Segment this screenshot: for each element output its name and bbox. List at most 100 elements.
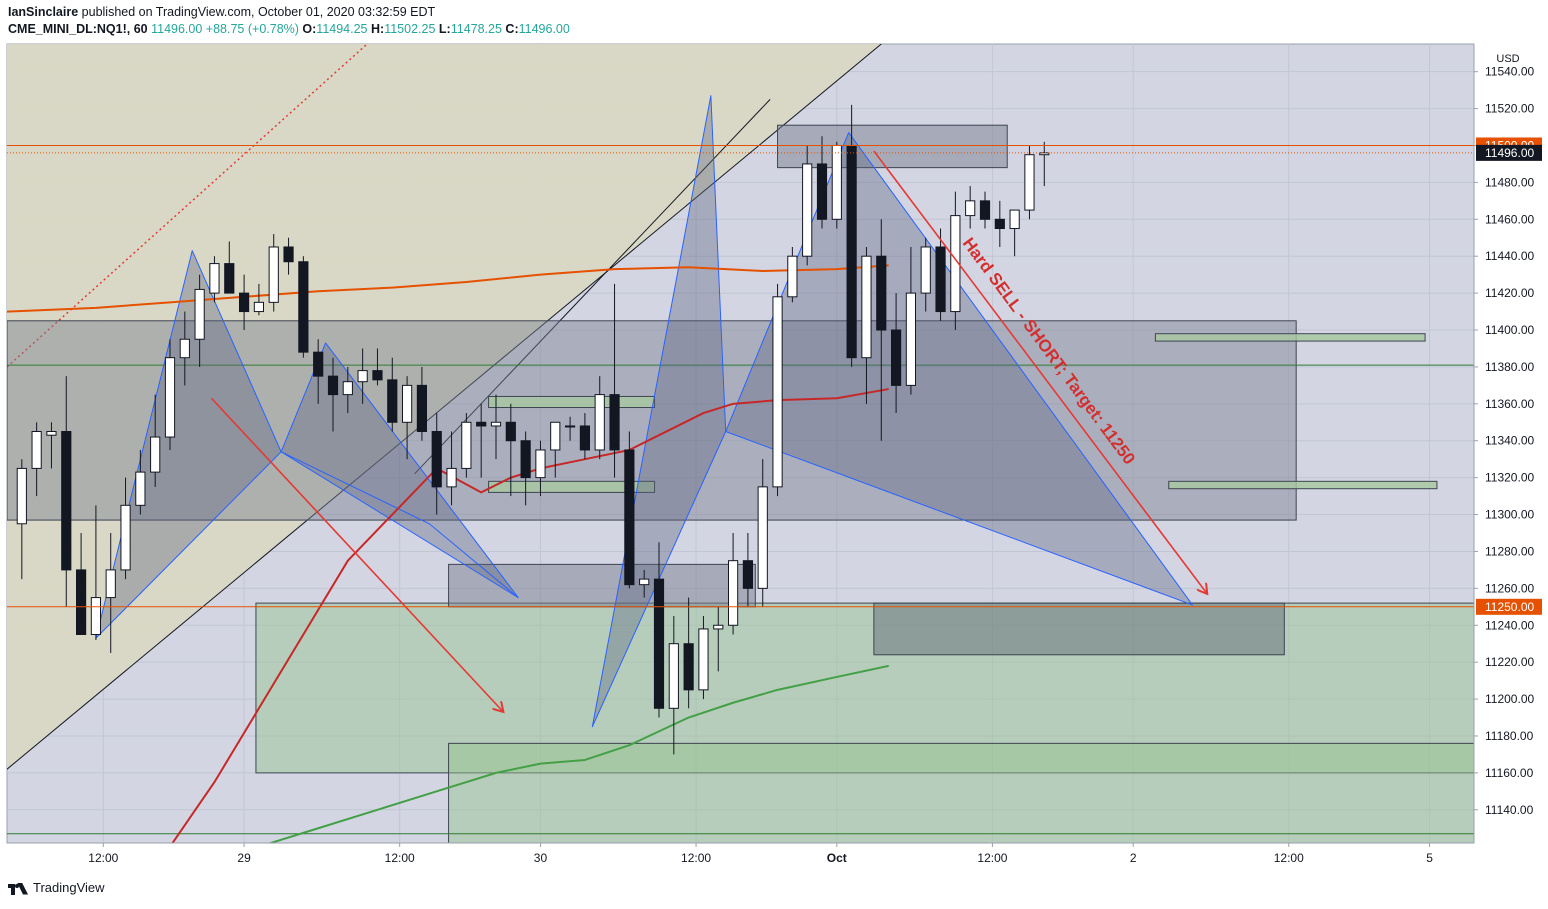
candle-body [135,471,146,506]
candle-body [283,246,294,263]
pattern-leg [280,451,519,598]
y-tick-label: 11300.00 [1485,508,1534,522]
open-label: O: [302,22,317,36]
high-value: 11502.25 [384,22,436,36]
demand-zone [255,602,1474,774]
candle-body [920,246,931,294]
candle-body [787,255,798,298]
target-zone [873,602,1285,656]
y-tick-label: 11140.00 [1485,803,1534,817]
x-tick-label: 29 [237,851,251,865]
y-tick-label: 11160.00 [1485,766,1534,780]
candle-body [253,301,265,313]
candle-body [609,394,620,451]
candle-body [446,467,457,488]
candle-body [1009,209,1020,230]
x-axis[interactable]: 12:00 29 12:00 30 12:00 Oct 12:00 2 12:00 5 [88,843,1433,865]
price-label-bg [1476,598,1542,615]
candle-body [994,218,1005,230]
zone-box-top [777,124,1008,169]
brand-name: TradingView [33,880,105,895]
candle-body [876,255,887,331]
open-value: 11494.25 [316,22,368,36]
candle-body [950,215,961,313]
candle-body [757,486,768,589]
small-zone [488,480,656,493]
x-tick-label: 30 [534,851,548,865]
y-tick-label: 11400.00 [1485,323,1534,337]
y-tick-label: 11440.00 [1485,249,1534,263]
y-tick-label: 11360.00 [1485,397,1534,411]
candle-body [535,449,546,479]
candle-body [75,569,87,635]
candle-body [431,431,442,488]
harmonic-triangle [725,132,1193,606]
candle-body [476,421,487,427]
y-tick-label: 11460.00 [1485,212,1534,226]
candle-body [461,421,472,469]
y-tick-label: 11240.00 [1485,618,1534,632]
x-tick-label: 5 [1426,851,1433,865]
candle-body [416,384,428,433]
small-zone [488,395,656,409]
y-tick-label: 11200.00 [1485,692,1534,706]
y-tick-label: 11180.00 [1485,729,1534,743]
low-label: L: [438,22,451,36]
candle-body [935,246,946,313]
y-tick-label: 11260.00 [1485,581,1534,595]
candle-body [1039,152,1050,156]
y-tick-label: 11540.00 [1485,65,1534,79]
candle-body [209,263,220,294]
currency-label: USD [1496,53,1519,65]
publish-info: IanSinclaire published on TradingView.co… [8,5,435,19]
candle-body [505,421,516,442]
moving-average-line [267,664,889,843]
x-tick-label: 12:00 [977,851,1007,865]
candle-body [802,163,813,257]
small-zone [1168,480,1438,490]
candle-body [357,370,368,383]
drawings-layer [7,44,1474,843]
candle-body [46,431,57,436]
close-value: 11496.00 [518,22,570,36]
price-label: 11250.00 [1485,600,1534,614]
candle-body [327,375,339,396]
candle-body [713,624,724,630]
candle-body [268,246,279,303]
candle-body [564,425,576,428]
y-tick-label: 11420.00 [1485,286,1534,300]
price-label: 11496.00 [1485,146,1534,160]
tradingview-logo-icon [8,881,28,895]
candle-body [90,597,102,635]
y-axis[interactable]: 11140.00 11160.00 11180.00 11200.00 11220.00… [1474,65,1542,817]
candle-body [105,569,116,599]
last-price: 11496.00 [151,22,203,36]
low-value: 11478.25 [450,22,502,36]
author-name[interactable]: IanSinclaire [8,5,79,19]
x-tick-label: 12:00 [1274,851,1304,865]
publish-date: published on TradingView.com, October 01… [81,5,436,19]
candle-body [150,436,161,473]
candle-body [831,144,842,220]
zone-box [448,563,756,608]
candle-body [61,431,72,571]
symbol-info: CME_MINI_DL:NQ1!, 60 11496.00 +88.75 (+0… [8,22,570,36]
candle-body [120,504,131,571]
small-zone [1154,333,1426,342]
candle-body [683,643,694,691]
footer-brand[interactable]: TradingView [8,880,105,895]
trend-line [7,44,882,770]
x-tick-label: Oct [827,851,847,865]
symbol-name: CME_MINI_DL:NQ1!, 60 [8,22,148,36]
candle-body [194,288,205,340]
overlay-layer [7,144,1474,711]
candle-body [965,200,976,217]
candle-body [861,255,872,359]
harmonic-triangle [95,250,282,639]
candle-body [342,381,353,396]
y-tick-label: 11340.00 [1485,434,1534,448]
price-change: +88.75 (+0.78%) [205,22,299,36]
candle-body [772,296,783,488]
y-tick-label: 11320.00 [1485,471,1534,485]
